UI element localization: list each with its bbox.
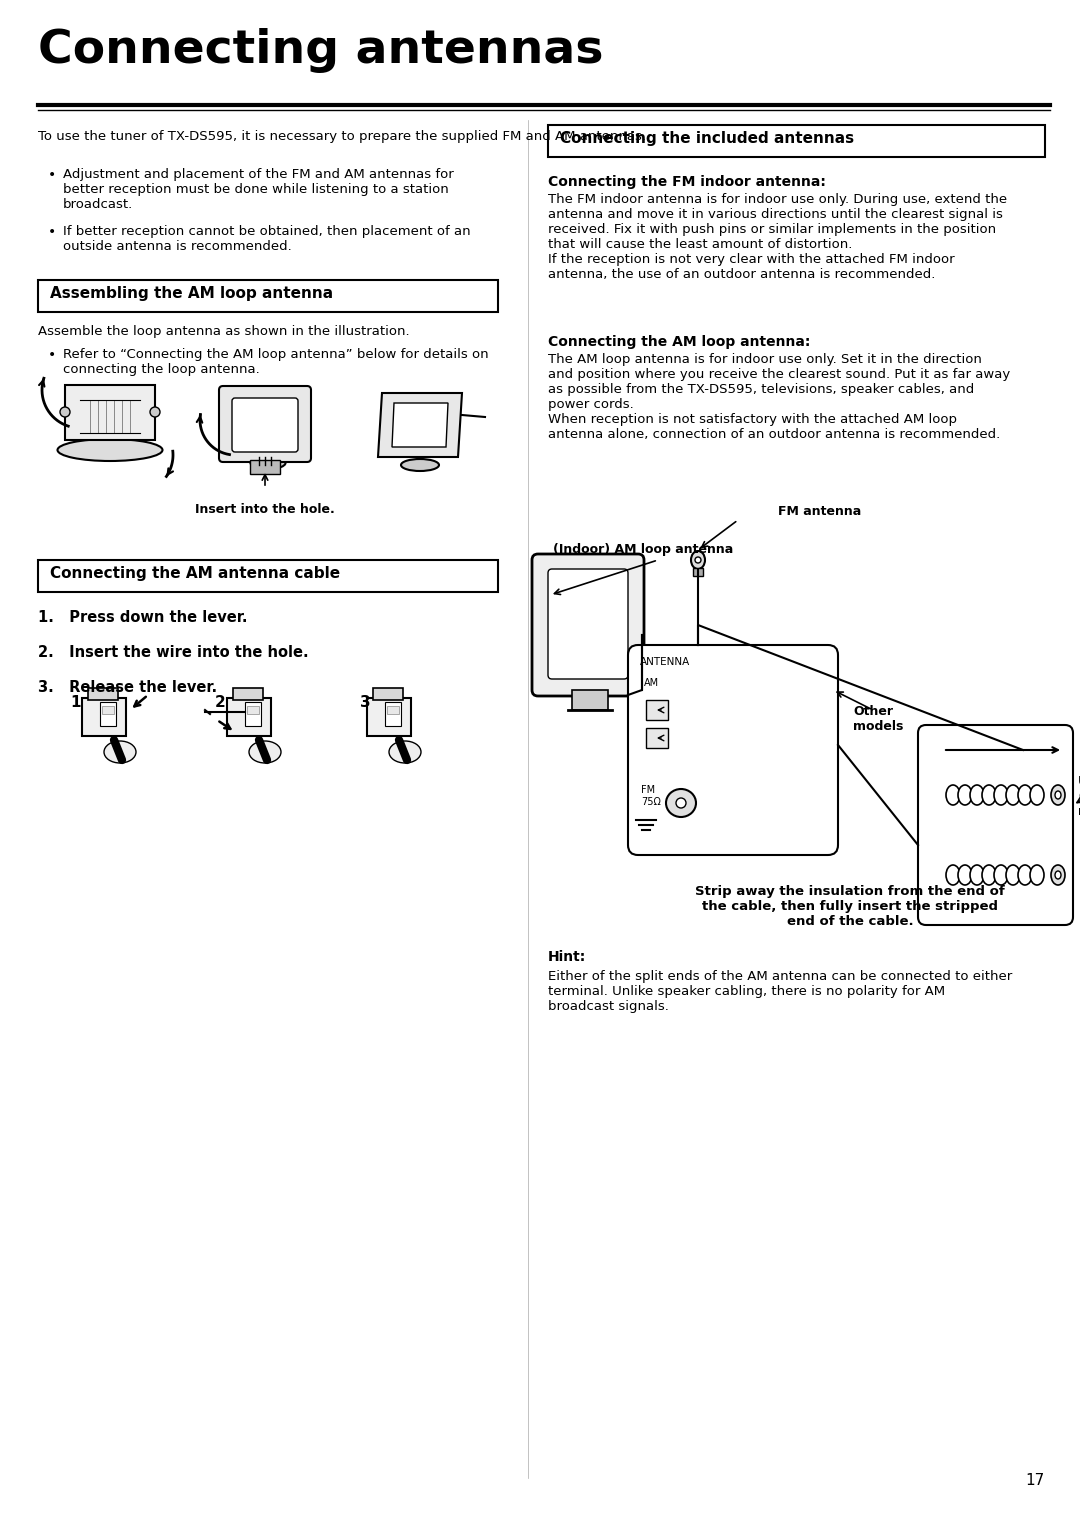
Ellipse shape (401, 458, 438, 471)
Text: FM
75Ω: FM 75Ω (642, 785, 661, 807)
Ellipse shape (994, 865, 1008, 885)
Bar (646, 727, 669, 749)
Bar (548, 125, 1045, 157)
Bar (646, 700, 669, 720)
Ellipse shape (676, 798, 686, 808)
Bar (249, 460, 280, 474)
Text: Hint:: Hint: (548, 950, 586, 964)
Ellipse shape (1055, 792, 1061, 799)
Text: 3.   Release the lever.: 3. Release the lever. (38, 680, 217, 695)
Ellipse shape (57, 439, 162, 461)
Text: 2.   Insert the wire into the hole.: 2. Insert the wire into the hole. (38, 645, 309, 660)
Ellipse shape (389, 741, 421, 762)
Ellipse shape (1018, 785, 1032, 805)
Text: If better reception cannot be obtained, then placement of an
outside antenna is : If better reception cannot be obtained, … (63, 225, 471, 254)
Text: Adjustment and placement of the FM and AM antennas for
better reception must be : Adjustment and placement of the FM and A… (63, 168, 454, 211)
Ellipse shape (982, 865, 996, 885)
Ellipse shape (946, 865, 960, 885)
Text: Insert into the hole.: Insert into the hole. (195, 503, 335, 516)
Ellipse shape (104, 741, 136, 762)
Ellipse shape (958, 785, 972, 805)
Text: ANTENNA: ANTENNA (640, 657, 690, 668)
Text: 3: 3 (360, 695, 370, 711)
Text: Connecting the FM indoor antenna:: Connecting the FM indoor antenna: (548, 176, 826, 189)
Text: Refer to “Connecting the AM loop antenna” below for details on
connecting the lo: Refer to “Connecting the AM loop antenna… (63, 348, 488, 376)
Ellipse shape (1030, 865, 1044, 885)
Bar (245, 701, 261, 726)
Text: Assemble the loop antenna as shown in the illustration.: Assemble the loop antenna as shown in th… (38, 325, 409, 338)
FancyBboxPatch shape (548, 568, 627, 678)
Ellipse shape (251, 457, 285, 469)
Bar (100, 701, 116, 726)
Bar (247, 706, 259, 714)
Text: Connecting the AM loop antenna:: Connecting the AM loop antenna: (548, 335, 810, 348)
Text: Connecting antennas: Connecting antennas (38, 28, 604, 73)
Text: Either of the split ends of the AM antenna can be connected to either
terminal. : Either of the split ends of the AM anten… (548, 970, 1012, 1013)
Text: 17: 17 (1026, 1473, 1045, 1488)
Text: (Indoor) AM loop antenna: (Indoor) AM loop antenna (553, 542, 733, 556)
Ellipse shape (249, 741, 281, 762)
Ellipse shape (982, 785, 996, 805)
Bar (384, 701, 401, 726)
Bar (373, 688, 403, 700)
Ellipse shape (994, 785, 1008, 805)
Bar (102, 706, 114, 714)
Polygon shape (65, 385, 156, 440)
Text: Connecting the included antennas: Connecting the included antennas (561, 131, 854, 147)
Ellipse shape (1055, 871, 1061, 879)
Bar (82, 698, 126, 736)
Bar (387, 706, 399, 714)
Ellipse shape (970, 785, 984, 805)
Bar (38, 280, 498, 312)
FancyBboxPatch shape (918, 724, 1074, 924)
Text: FM antenna: FM antenna (779, 504, 862, 518)
Bar (87, 688, 118, 700)
FancyBboxPatch shape (232, 397, 298, 452)
Ellipse shape (1051, 785, 1065, 805)
Ellipse shape (1051, 865, 1065, 885)
Bar (367, 698, 411, 736)
Ellipse shape (1005, 785, 1020, 805)
Text: The FM indoor antenna is for indoor use only. During use, extend the
antenna and: The FM indoor antenna is for indoor use … (548, 193, 1008, 281)
Text: Strip away the insulation from the end of
the cable, then fully insert the strip: Strip away the insulation from the end o… (696, 885, 1004, 927)
Text: 1: 1 (70, 695, 81, 711)
Text: •: • (48, 225, 56, 238)
FancyBboxPatch shape (219, 387, 311, 461)
Ellipse shape (150, 406, 160, 417)
FancyBboxPatch shape (627, 645, 838, 856)
Ellipse shape (970, 865, 984, 885)
Ellipse shape (1005, 865, 1020, 885)
Text: Other
models: Other models (853, 704, 903, 733)
Text: Connecting the AM antenna cable: Connecting the AM antenna cable (50, 565, 340, 581)
Text: Assembling the AM loop antenna: Assembling the AM loop antenna (50, 286, 333, 301)
Bar (572, 691, 608, 711)
Bar (233, 688, 264, 700)
Bar (227, 698, 271, 736)
Bar (38, 559, 498, 591)
Ellipse shape (60, 406, 70, 417)
Text: The AM loop antenna is for indoor use only. Set it in the direction
and position: The AM loop antenna is for indoor use on… (548, 353, 1010, 442)
Ellipse shape (958, 865, 972, 885)
Text: USA and
Canadian
models: USA and Canadian models (1078, 775, 1080, 817)
Polygon shape (392, 403, 448, 448)
FancyBboxPatch shape (532, 555, 644, 695)
Text: •: • (48, 348, 56, 362)
Text: 2: 2 (215, 695, 226, 711)
Ellipse shape (1018, 865, 1032, 885)
Ellipse shape (946, 785, 960, 805)
Text: •: • (48, 168, 56, 182)
Ellipse shape (1030, 785, 1044, 805)
Text: AM: AM (644, 678, 659, 688)
Bar (693, 568, 703, 576)
Ellipse shape (691, 552, 705, 568)
Ellipse shape (666, 788, 696, 817)
Polygon shape (378, 393, 462, 457)
Text: 1.   Press down the lever.: 1. Press down the lever. (38, 610, 247, 625)
Ellipse shape (696, 558, 701, 562)
Text: To use the tuner of TX-DS595, it is necessary to prepare the supplied FM and AM : To use the tuner of TX-DS595, it is nece… (38, 130, 646, 144)
